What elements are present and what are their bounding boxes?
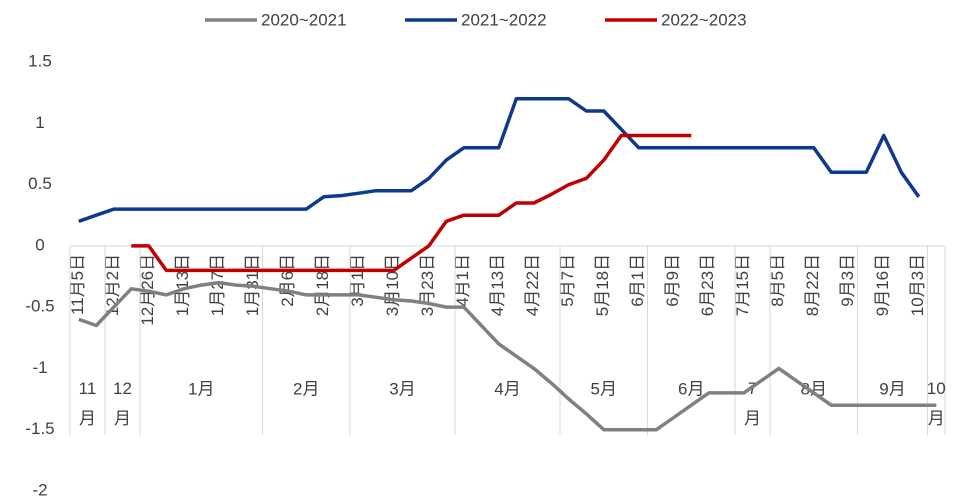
x-tick-label: 3月10日: [383, 254, 402, 316]
x-tick-label: 10月3日: [908, 254, 927, 316]
month-label: 3月: [389, 379, 415, 398]
x-tick-label: 5月7日: [558, 254, 577, 307]
x-tick-label: 9月16日: [873, 254, 892, 316]
y-tick-label: 1.5: [28, 51, 52, 70]
month-label: 12 月: [113, 379, 132, 428]
month-label: 2月: [293, 379, 319, 398]
x-tick-label: 11月5日: [68, 254, 87, 315]
y-tick-label: -0.5: [25, 297, 54, 316]
x-tick-label: 4月13日: [488, 254, 507, 316]
month-label: 1月: [188, 379, 214, 398]
month-label: 11 月: [79, 379, 97, 428]
series-line: [131, 133, 692, 273]
x-tick-label: 4月1日: [453, 254, 472, 307]
series-line: [78, 280, 937, 432]
series-line: [78, 97, 921, 223]
month-label: 8月: [801, 379, 827, 398]
month-label: 10 月: [927, 379, 946, 428]
y-tick-label: 0.5: [28, 174, 52, 193]
x-tick-label: 4月22日: [523, 254, 542, 316]
x-tick-label: 1月13日: [173, 254, 192, 316]
month-label: 9月: [879, 379, 905, 398]
month-label: 6月: [678, 379, 704, 398]
x-tick-label: 6月9日: [663, 254, 682, 307]
x-tick-label: 3月1日: [348, 254, 367, 307]
x-tick-label: 2月6日: [278, 254, 297, 307]
y-tick-label: -1: [32, 358, 47, 377]
x-tick-label: 5月18日: [593, 254, 612, 316]
y-tick-label: 0: [35, 235, 44, 254]
x-tick-label: 8月22日: [803, 254, 822, 316]
y-tick-label: -1.5: [25, 419, 54, 438]
x-tick-label: 2月18日: [313, 254, 332, 316]
legend-label: 2020~2021: [261, 10, 347, 29]
month-label: 5月: [591, 379, 617, 398]
legend-label: 2022~2023: [661, 10, 747, 29]
x-tick-label: 6月23日: [698, 254, 717, 316]
x-tick-label: 12月2日: [103, 254, 122, 316]
x-tick-label: 9月3日: [838, 254, 857, 307]
month-label: 4月: [494, 379, 520, 398]
y-tick-label: -2: [32, 480, 47, 499]
x-tick-label: 7月15日: [733, 254, 752, 316]
y-tick-label: 1: [35, 113, 44, 132]
x-tick-label: 3月23日: [418, 254, 437, 316]
legend-label: 2021~2022: [461, 10, 547, 29]
x-tick-label: 6月1日: [628, 254, 647, 307]
x-tick-label: 8月5日: [768, 254, 787, 307]
